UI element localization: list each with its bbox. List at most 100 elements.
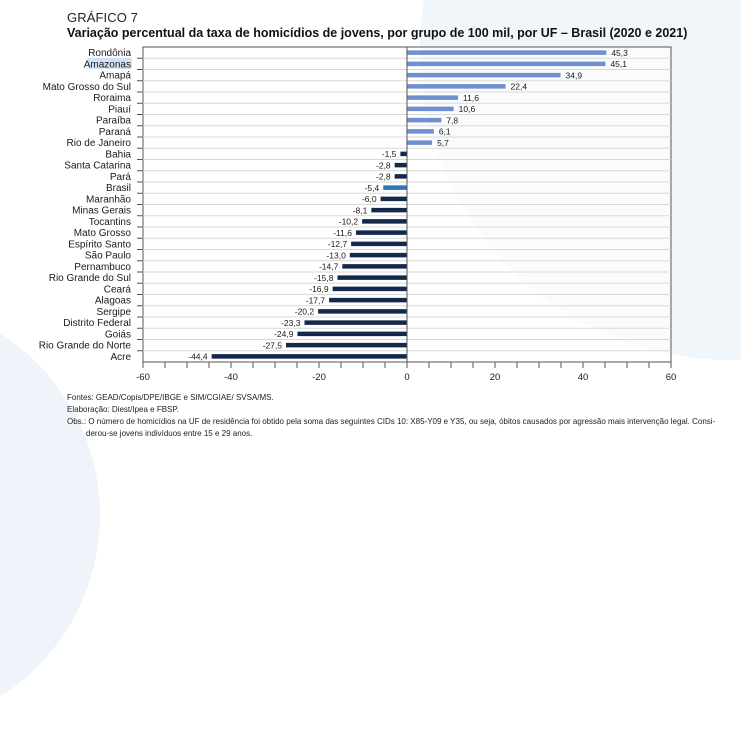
bar: [407, 50, 607, 55]
footnote-elaboration: Elaboração: Diest/Ipea e FBSP.: [67, 405, 179, 414]
value-label: -11,6: [333, 228, 352, 238]
bar: [304, 320, 407, 325]
value-label: -17,7: [306, 295, 326, 305]
bar: [342, 264, 407, 269]
value-label: -2,8: [376, 172, 391, 182]
bar: [407, 95, 459, 100]
category-label: Mato Grosso do Sul: [43, 82, 131, 93]
value-label: 10,6: [459, 104, 476, 114]
category-label: Amapá: [99, 71, 131, 82]
footnote-observation: Obs.: O número de homicídios na UF de re…: [67, 417, 716, 426]
category-label: Paraná: [99, 127, 132, 138]
value-label: 22,4: [511, 82, 528, 92]
category-label: Rondônia: [88, 48, 131, 59]
category-label: Tocantins: [89, 217, 131, 228]
footnote-sources: Fontes: GEAD/Copis/DPE/IBGE e SIM/CGIAE/…: [67, 393, 274, 402]
bar: [394, 174, 407, 179]
value-label: -27,5: [263, 340, 283, 350]
value-label: -20,2: [295, 307, 315, 317]
category-label: Alagoas: [95, 296, 131, 307]
category-label: Santa Catarina: [64, 161, 131, 172]
category-label: Goiás: [105, 329, 131, 340]
category-label: Mato Grosso: [74, 228, 132, 239]
value-label: 45,1: [610, 59, 627, 69]
bar: [407, 117, 442, 123]
chart-title: Variação percentual da taxa de homicídio…: [67, 26, 688, 40]
bar: [371, 207, 407, 213]
value-label: -14,7: [319, 262, 339, 272]
category-label: Amazonas: [84, 59, 131, 70]
value-label: -10,2: [339, 217, 359, 227]
footnote-observation-continued: derou-se jovens indivíduos entre 15 e 29…: [86, 429, 253, 438]
x-tick-label: 60: [666, 372, 677, 383]
value-label: -15,8: [314, 273, 334, 283]
x-tick-label: -60: [136, 372, 150, 383]
value-label: 11,6: [463, 93, 479, 103]
bars: [211, 50, 607, 359]
category-label: Sergipe: [97, 307, 132, 318]
x-tick-label: 40: [578, 372, 589, 383]
category-label: Piauí: [108, 104, 131, 115]
labels: Rondônia 45,3 Amazonas 45,1 Amapá 34,9 Mato Gr…: [39, 48, 677, 383]
bar: [297, 331, 407, 337]
x-tick-label: 20: [490, 372, 501, 383]
category-label: Pará: [110, 172, 132, 183]
x-tick-label: -20: [312, 372, 326, 383]
bar: [407, 129, 434, 134]
bar: [394, 162, 407, 168]
bar: [400, 151, 407, 157]
category-label: Acre: [110, 352, 131, 363]
value-label: -13,0: [326, 250, 346, 260]
category-label: Distrito Federal: [63, 318, 131, 329]
bar: [362, 219, 407, 224]
bar: [380, 196, 407, 202]
category-label: Paraíba: [96, 116, 131, 127]
value-label: -2,8: [376, 160, 391, 170]
category-label: Rio de Janeiro: [67, 138, 132, 149]
category-label: Brasil: [106, 183, 131, 194]
value-label: 6,1: [439, 127, 451, 137]
bar: [337, 275, 407, 280]
bar: [407, 72, 561, 78]
bar: [407, 106, 454, 112]
bar: [211, 354, 407, 359]
axes: [137, 47, 672, 368]
value-label: -8,1: [353, 205, 368, 215]
label-selection-highlight: [87, 57, 132, 69]
value-label: -1,5: [382, 149, 397, 159]
footnotes: Fontes: GEAD/Copis/DPE/IBGE e SIM/CGIAE/…: [67, 392, 715, 440]
bar: [332, 286, 407, 292]
category-label: São Paulo: [85, 251, 132, 262]
category-label: Bahia: [105, 149, 131, 160]
value-label: -5,4: [365, 183, 380, 193]
bar: [329, 297, 407, 303]
value-label: -44,4: [188, 352, 208, 362]
x-tick-label: -40: [224, 372, 238, 383]
value-label: -24,9: [274, 329, 294, 339]
bar: [351, 241, 407, 247]
value-label: -16,9: [309, 284, 329, 294]
value-label: -6,0: [362, 194, 377, 204]
bar: [407, 61, 606, 67]
bar: [355, 230, 407, 235]
bar: [318, 309, 407, 314]
bar: [286, 342, 407, 348]
chart-number: GRÁFICO 7: [67, 10, 138, 25]
category-label: Espírito Santo: [68, 239, 131, 250]
category-label: Rio Grande do Norte: [39, 341, 132, 352]
category-label: Roraima: [93, 93, 131, 104]
x-tick-label: 0: [404, 372, 409, 383]
bar: [407, 140, 433, 145]
value-label: 7,8: [446, 115, 458, 125]
bar-chart: Rondônia 45,3 Amazonas 45,1 Amapá 34,9 Mato Gr…: [39, 46, 677, 383]
bar: [383, 185, 407, 190]
value-label: 34,9: [566, 70, 583, 80]
category-label: Minas Gerais: [72, 206, 131, 217]
category-label: Maranhão: [86, 194, 131, 205]
value-label: 45,3: [611, 48, 628, 58]
value-label: -12,7: [328, 239, 348, 249]
bar: [407, 84, 506, 89]
category-label: Pernambuco: [74, 262, 131, 273]
value-label: 5,7: [437, 138, 449, 148]
category-label: Rio Grande do Sul: [49, 273, 131, 284]
